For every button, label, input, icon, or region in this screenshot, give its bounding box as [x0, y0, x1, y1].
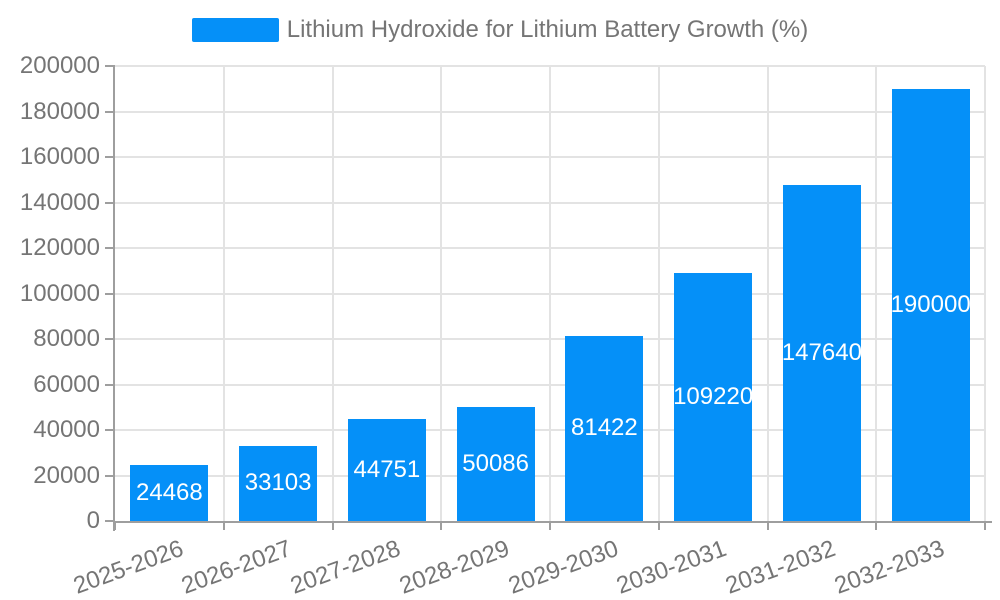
- bar-value-label: 24468: [136, 479, 203, 507]
- y-tick-label: 200000: [19, 52, 100, 79]
- x-tick-label: 2025-2026: [69, 535, 187, 600]
- bar-2027-2028[interactable]: 44751: [347, 419, 426, 521]
- bar-value-label: 50086: [462, 450, 529, 478]
- y-tick-label: 80000: [33, 325, 100, 352]
- x-tick-label: 2029-2030: [504, 535, 622, 600]
- x-axis-tick: [440, 523, 443, 530]
- bar-2030-2031[interactable]: 109220: [673, 272, 754, 521]
- x-gridline: [875, 66, 878, 521]
- y-tick-label: 20000: [33, 461, 100, 489]
- y-axis-tick: [105, 474, 113, 477]
- x-tick-label: 2032-2033: [830, 535, 948, 600]
- x-axis-tick: [114, 523, 116, 530]
- y-tick-label: 120000: [19, 234, 100, 261]
- x-gridline: [331, 66, 334, 521]
- x-tick-label: 2030-2031: [613, 535, 731, 600]
- bar-2025-2026[interactable]: 24468: [130, 465, 209, 521]
- y-axis-tick: [105, 247, 113, 249]
- bar-2029-2030[interactable]: 81422: [565, 335, 644, 521]
- y-axis-tick: [105, 65, 113, 67]
- x-gridline: [222, 66, 225, 521]
- y-tick-label: 180000: [19, 97, 100, 125]
- bar-value-label: 33103: [244, 469, 312, 497]
- y-axis-tick: [105, 156, 113, 158]
- bar-value-label: 81422: [571, 414, 638, 442]
- bar-value-label: 109220: [673, 382, 754, 410]
- legend-label: Lithium Hydroxide for Lithium Battery Gr…: [286, 16, 809, 43]
- x-axis-tick: [222, 523, 225, 530]
- x-tick-label: 2031-2032: [722, 535, 840, 600]
- y-axis-line: [113, 65, 115, 531]
- x-axis-tick: [766, 523, 769, 530]
- x-gridline: [549, 66, 551, 521]
- y-tick-label: 60000: [33, 370, 100, 398]
- y-tick-label: 0: [86, 507, 100, 534]
- y-tick-label: 40000: [33, 416, 100, 443]
- x-axis-tick: [657, 523, 660, 530]
- bar-value-label: 44751: [353, 456, 421, 484]
- x-axis-line: [113, 521, 992, 523]
- y-tick-label: 140000: [19, 188, 100, 216]
- x-gridline: [440, 66, 443, 521]
- y-axis-tick: [105, 338, 113, 340]
- x-tick-label: 2026-2027: [178, 535, 296, 600]
- legend[interactable]: Lithium Hydroxide for Lithium Battery Gr…: [0, 12, 1000, 48]
- x-gridline: [766, 66, 769, 521]
- legend-swatch-icon: [191, 18, 279, 42]
- x-tick-label: 2027-2028: [287, 535, 405, 600]
- x-axis-tick: [984, 523, 986, 530]
- y-axis-tick: [105, 201, 113, 204]
- y-tick-label: 160000: [19, 143, 100, 170]
- x-axis-tick: [331, 523, 334, 530]
- y-axis-tick: [105, 429, 113, 431]
- x-axis-tick: [549, 523, 551, 530]
- x-tick-label: 2028-2029: [395, 535, 513, 600]
- x-gridline: [984, 66, 986, 521]
- y-axis-tick: [105, 383, 113, 386]
- y-tick-label: 100000: [19, 279, 100, 307]
- y-axis-tick: [105, 110, 113, 113]
- x-axis-tick: [875, 523, 878, 530]
- bar-2032-2033[interactable]: 190000: [890, 88, 971, 521]
- y-axis-tick: [105, 520, 113, 522]
- bar-2026-2027[interactable]: 33103: [239, 445, 318, 521]
- y-axis-tick: [105, 292, 113, 295]
- x-gridline: [657, 66, 660, 521]
- bar-2031-2032[interactable]: 147640: [781, 185, 862, 521]
- bar-value-label: 147640: [781, 339, 862, 367]
- bar-2028-2029[interactable]: 50086: [456, 407, 535, 521]
- bar-value-label: 190000: [890, 290, 971, 318]
